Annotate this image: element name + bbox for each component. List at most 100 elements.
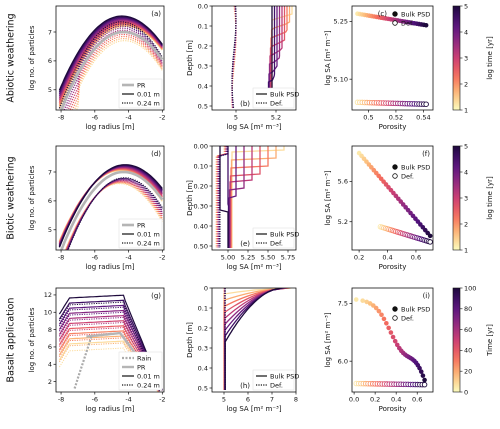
scatter-point — [427, 239, 433, 245]
y-tick-label: 0.5 — [198, 384, 208, 392]
legend-label: PR — [137, 221, 146, 229]
y-axis-label: Depth [m] — [186, 40, 194, 76]
panel-label: (c) — [378, 10, 388, 18]
scatter-point — [421, 381, 428, 388]
x-tick-label: 7 — [270, 396, 274, 404]
y-tick-label: 0.4 — [198, 364, 208, 372]
colorbar-label: Time [yr] — [486, 324, 494, 357]
y-tick-label: 5.6 — [338, 178, 348, 186]
scatter-point — [423, 22, 429, 28]
x-axis-label: log SA [m² m⁻³] — [226, 405, 281, 413]
series-line — [218, 146, 229, 248]
panel-f: 0.2 0.4 0.6 5.2 5.6 Porosity log SA [m² m⁻³] Bu… — [324, 142, 494, 271]
panel-h: 5 6 7 8 0 0.1 0.2 0.3 0.4 0.5 log SA [m² m⁻³] Depth… — [186, 284, 299, 413]
series-line — [58, 301, 161, 392]
x-axis-label: log radius [m] — [85, 405, 134, 413]
y-axis-label: log SA [m² m⁻³] — [324, 30, 332, 85]
scatter-point — [392, 338, 398, 344]
panel-label: (a) — [151, 10, 161, 18]
colorbar-tick-label: 0 — [464, 388, 468, 396]
x-tick-label: 0.0 — [349, 396, 359, 404]
y-tick-label: 0.3 — [198, 62, 208, 70]
y-tick-label: 0.3 — [198, 344, 208, 352]
row-label: Basalt application — [6, 298, 17, 383]
legend-label: Def. — [401, 314, 414, 322]
panel-label: (h) — [240, 382, 250, 390]
x-tick-label: 5.25 — [241, 254, 255, 262]
series-line — [67, 177, 163, 250]
legend-label: PR — [137, 81, 146, 89]
x-tick-label: 0.4 — [382, 254, 392, 262]
panel-d: -8 -6 -4 -2 5 6 7 log radius [m] log no. of part… — [28, 145, 166, 271]
x-tick-label: 5 — [234, 114, 238, 122]
y-tick-label: 7 — [48, 168, 52, 176]
panel-b: 5 5.2 0.0 0.1 0.2 0.3 0.4 0.5 log SA [m² m⁻³] Dep… — [186, 2, 299, 131]
axes-frame — [211, 287, 297, 393]
x-tick-label: 5.50 — [261, 254, 275, 262]
colorbar-label: log time [yr] — [486, 176, 494, 220]
legend-swatch — [392, 20, 398, 26]
series-line — [67, 177, 163, 250]
x-tick-label: -6 — [92, 114, 98, 122]
reference-line — [59, 170, 164, 250]
y-tick-label: 0.50 — [194, 242, 208, 250]
plot-area — [353, 297, 428, 388]
series-line — [216, 146, 226, 248]
scatter-point — [420, 373, 426, 378]
scatter-point — [417, 365, 422, 371]
legend-label: Rain — [137, 354, 151, 362]
colorbar-tick-label: 4 — [464, 28, 468, 36]
legend-label: 0.24 m — [137, 381, 160, 389]
x-tick-label: 0.6 — [411, 254, 421, 262]
legend-swatch — [392, 164, 398, 170]
scatter-point — [360, 298, 365, 303]
axes-frame — [211, 5, 297, 111]
colorbar-tick-label: 2 — [464, 80, 468, 88]
x-tick-label: -4 — [125, 254, 131, 262]
scatter-point — [390, 334, 396, 340]
y-axis-label: Depth [m] — [186, 180, 194, 216]
legend: PR0.01 m0.24 m — [118, 78, 163, 109]
y-tick-label: 0.2 — [198, 324, 208, 332]
legend-label: Def. — [270, 381, 283, 389]
legend-swatch — [392, 315, 398, 321]
scatter-point — [418, 369, 424, 374]
y-tick-label: 0.4 — [198, 82, 208, 90]
legend-label: 0.24 m — [137, 99, 160, 107]
legend: PR0.01 m0.24 m — [118, 218, 163, 249]
x-tick-label: 0.5 — [363, 114, 373, 122]
x-axis-label: log SA [m² m⁻³] — [226, 263, 281, 271]
colorbar — [452, 5, 461, 111]
colorbar-tick-label: 80 — [464, 305, 472, 313]
legend-label: Def. — [270, 99, 283, 107]
row-label: Abiotic weathering — [6, 13, 17, 102]
colorbar-tick-label: 20 — [464, 368, 472, 376]
x-tick-label: 0.6 — [412, 396, 422, 404]
colorbar-tick-label: 3 — [464, 54, 468, 62]
series-line — [71, 35, 163, 110]
legend-swatch — [392, 306, 398, 312]
y-tick-label: 0 — [204, 284, 208, 292]
y-axis-label: Depth [m] — [186, 322, 194, 358]
x-tick-label: 0.52 — [389, 114, 403, 122]
x-tick-label: -8 — [58, 396, 64, 404]
y-tick-label: 12 — [44, 291, 52, 299]
x-axis-label: Porosity — [379, 263, 407, 271]
scatter-point — [422, 377, 427, 383]
y-tick-label: 0.20 — [194, 182, 208, 190]
x-tick-label: -6 — [92, 396, 98, 404]
colorbar — [452, 145, 461, 251]
y-tick-label: 10 — [44, 309, 52, 317]
y-tick-label: 5.2 — [338, 218, 348, 226]
axes-frame — [211, 145, 297, 251]
panel-a: -8 -6 -4 -2 5 6 7 log radius [m] log no. of part… — [28, 5, 166, 131]
series-line — [58, 299, 163, 391]
legend-label: 0.01 m — [137, 230, 160, 238]
plot-area — [223, 288, 292, 390]
series-line — [66, 179, 163, 250]
row-label: Biotic weathering — [6, 156, 17, 239]
